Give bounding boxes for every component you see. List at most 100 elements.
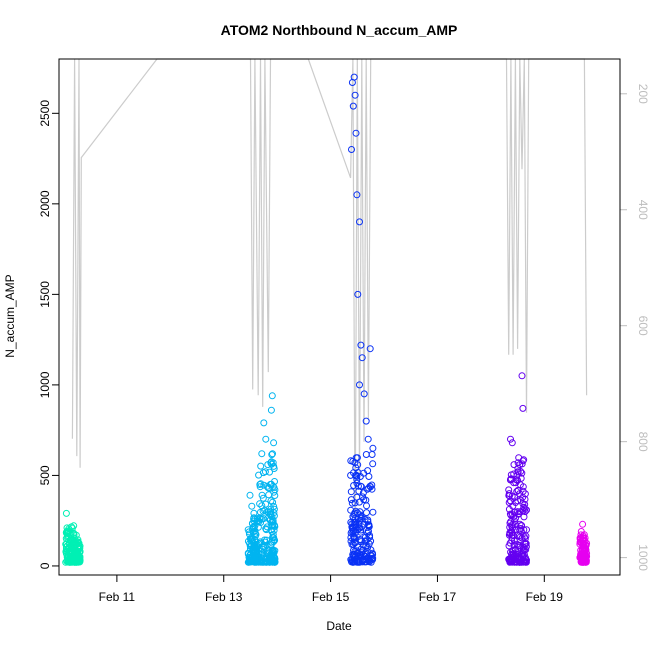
data-point [520,456,528,464]
data-point [267,522,275,530]
data-point [521,495,529,503]
data-point [518,469,526,477]
data-point [520,503,528,511]
data-point [350,73,358,81]
scatter-points-layer [62,73,591,566]
data-point [71,538,79,546]
data-point [349,527,357,535]
data-point [70,522,78,530]
data-point [358,354,366,362]
data-point [512,479,520,487]
data-point [356,381,363,389]
data-point [75,553,83,561]
x-tick-label: Feb 13 [205,590,243,604]
data-point [357,545,365,553]
data-point [266,468,273,476]
data-point [361,552,369,560]
data-point [364,435,372,443]
data-point [71,549,79,557]
y-tick-label: 500 [38,465,52,485]
data-point [356,218,363,226]
x-tick-label: Feb 11 [99,590,136,604]
data-point [506,539,514,547]
secondary-y-tick-label: 800 [636,432,650,452]
data-point [356,508,364,516]
data-point [269,459,277,467]
data-point [364,516,372,524]
data-point [519,507,527,515]
data-point [267,406,275,414]
data-point [350,518,358,526]
data-point [506,497,514,505]
data-point [363,502,370,510]
data-point [349,102,357,110]
data-point [508,557,516,565]
data-point [361,515,369,523]
data-point [75,539,82,547]
y-tick-label: 2000 [38,190,52,217]
data-point [75,557,83,565]
data-point [67,543,75,551]
data-point [365,556,373,564]
data-point [70,529,78,537]
data-point [347,488,355,496]
data-point [522,558,529,566]
y-axis: 0 500 1000 1500 2000 2500 [38,100,59,569]
data-point [518,460,526,468]
data-point [269,482,277,490]
data-point [364,544,372,551]
y-tick-label: 0 [38,562,52,569]
data-point [247,537,255,545]
data-point [71,550,79,558]
y-tick-label: 2500 [38,100,52,127]
data-point [351,91,359,99]
data-point [256,500,264,508]
data-point [252,531,260,538]
data-point [364,529,372,537]
data-point [354,290,362,298]
data-point [269,450,276,458]
data-point [261,468,269,476]
data-point [265,484,273,492]
data-point [516,543,524,551]
data-point [507,471,515,479]
data-point [369,460,377,468]
data-point [62,535,70,543]
data-point [518,372,526,380]
data-point [517,525,525,532]
data-point [369,549,376,557]
data-point [257,462,265,470]
x-tick-label: Feb 15 [312,590,350,604]
data-point [255,471,263,479]
data-point [268,451,276,459]
data-point [519,404,527,412]
data-point [357,483,365,491]
data-point [248,502,256,510]
data-point [255,540,263,548]
data-point [516,526,524,534]
data-point [357,538,365,546]
data-point [259,507,267,515]
data-point [270,505,278,513]
secondary-y-tick-label: 600 [636,316,650,336]
data-point [353,191,361,199]
data-point [357,514,365,522]
y-tick-label: 1500 [38,281,52,308]
data-point [514,464,522,472]
data-point [267,497,275,505]
data-point [507,435,514,443]
data-point [518,534,526,542]
plot-frame [58,58,621,576]
data-point [514,487,522,494]
data-point [353,454,361,462]
data-point [262,435,270,443]
data-point [352,464,360,472]
data-point [517,496,525,504]
data-point [352,129,360,137]
data-point [519,487,527,495]
data-point [260,419,268,427]
data-point [271,523,279,531]
data-point [258,545,266,553]
data-point [271,492,279,499]
data-point [364,467,372,475]
